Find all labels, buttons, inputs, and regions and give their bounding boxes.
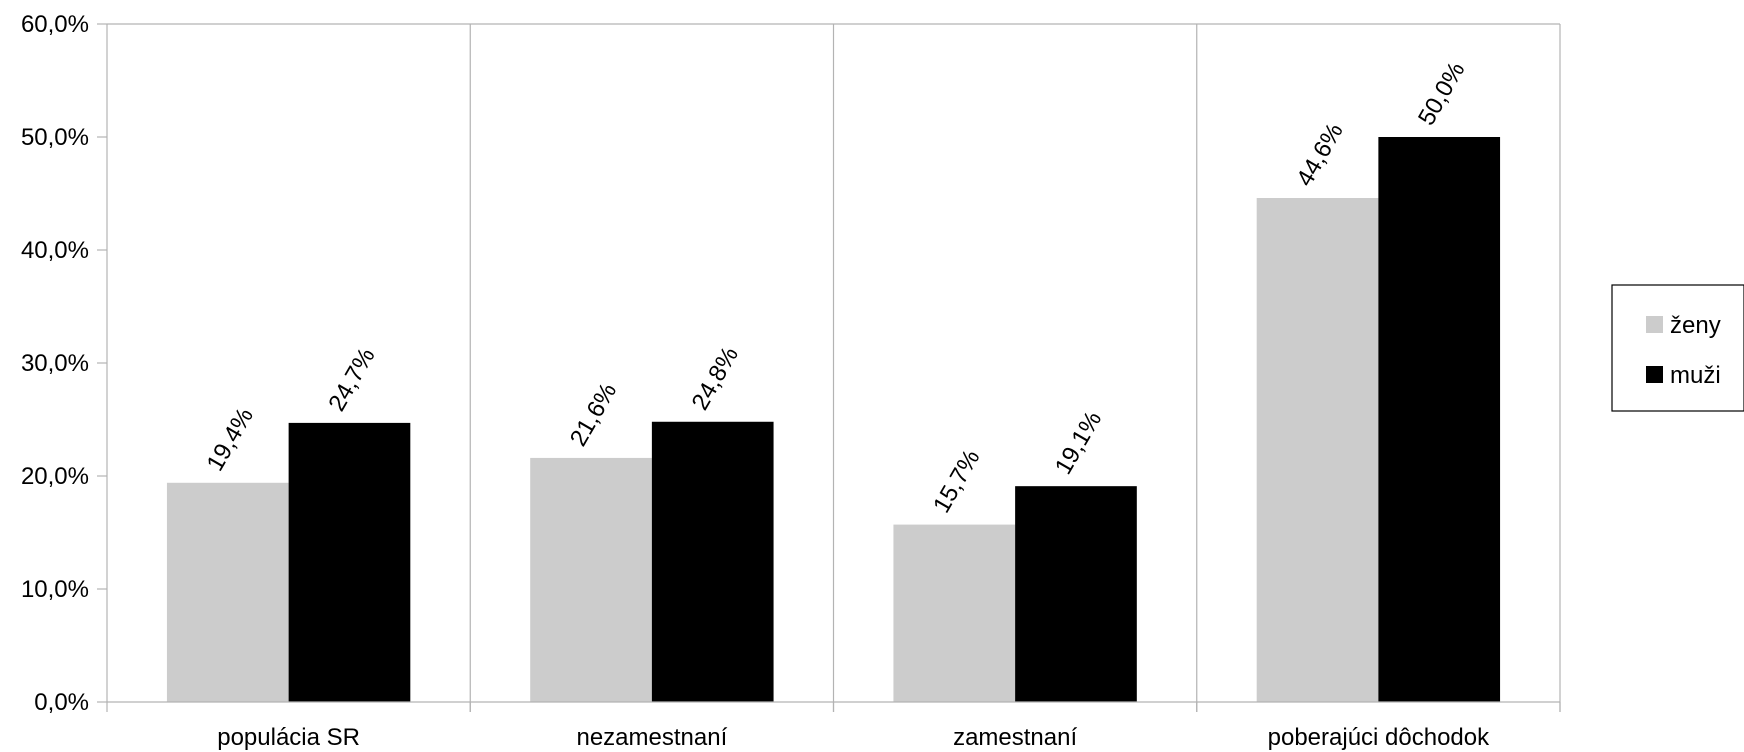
legend-label-muzi: muži [1670,362,1721,389]
y-tick-label: 40,0% [21,237,89,264]
data-label: 24,7% [323,343,380,415]
data-label: 44,6% [1291,119,1348,191]
data-label: 19,1% [1050,407,1107,479]
x-category-label: nezamestnaní [576,724,727,751]
legend-swatch-muzi [1646,366,1663,383]
bar-zeny [166,482,289,702]
bar-zeny [1256,198,1379,702]
y-tick-label: 0,0% [34,689,89,716]
x-category-label: poberajúci dôchodok [1268,724,1490,751]
data-label: 50,0% [1413,58,1470,130]
y-tick-label: 10,0% [21,576,89,603]
legend-label-zeny: ženy [1670,312,1721,339]
data-label: 21,6% [565,378,622,450]
x-category-label: zamestnaní [953,724,1077,751]
x-axis: populácia SR nezamestnaní zamestnaní pobera… [106,701,1561,751]
bars [166,137,1501,702]
x-category-label: populácia SR [217,724,360,751]
bar-muzi [651,421,774,702]
y-tick-label: 60,0% [21,11,89,38]
data-label: 19,4% [202,403,259,475]
data-label: 24,8% [687,342,744,414]
y-axis: 0,0% 10,0% 20,0% 30,0% 40,0% 50,0% 60,0% [21,11,108,716]
data-label: 15,7% [928,445,985,517]
legend: ženy muži [1611,284,1744,412]
y-tick-label: 30,0% [21,350,89,377]
bar-zeny [530,457,652,702]
y-tick-label: 20,0% [21,463,89,490]
bar-muzi [288,422,411,702]
bar-muzi [1015,486,1137,702]
bar-zeny [893,524,1016,702]
bar-muzi [1378,137,1501,702]
legend-box [1611,284,1744,412]
category-separators [469,24,1198,712]
legend-swatch-zeny [1646,316,1663,333]
y-tick-label: 50,0% [21,124,89,151]
